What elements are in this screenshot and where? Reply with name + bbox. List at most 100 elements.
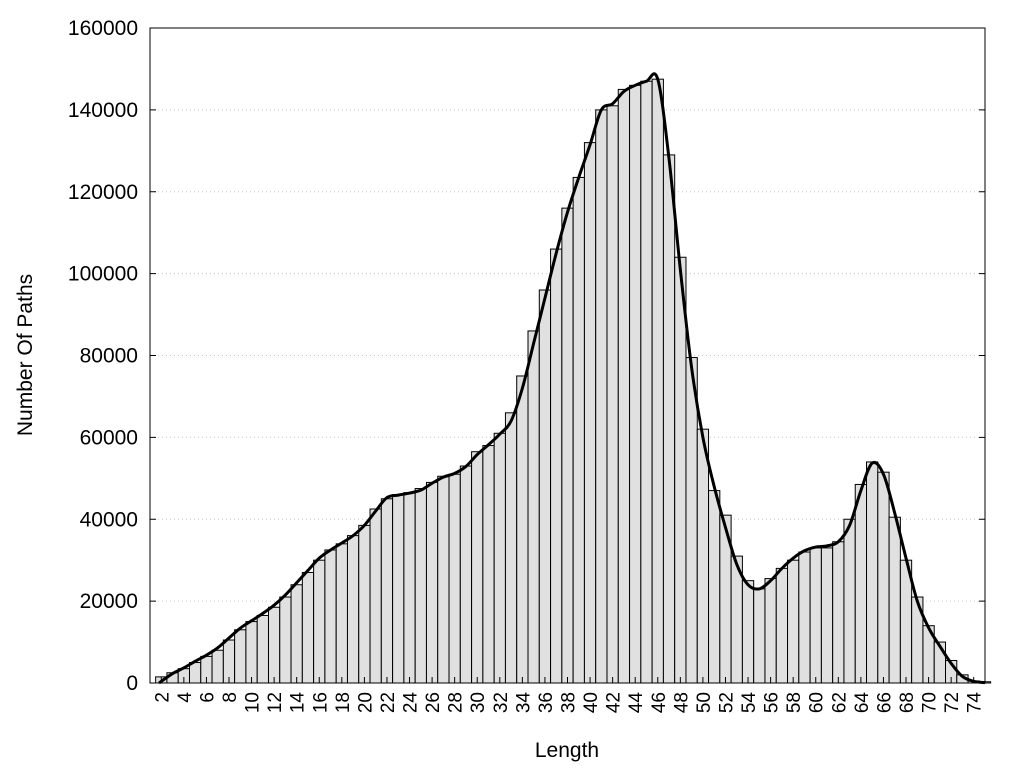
histogram-bar (245, 621, 258, 684)
histogram-bar (798, 551, 811, 684)
histogram-bar (516, 375, 529, 684)
x-tick-label: 50 (694, 692, 715, 713)
x-tick-label: 44 (626, 692, 647, 714)
x-tick-label: 42 (604, 692, 625, 713)
histogram-bar (222, 639, 236, 684)
histogram-bar (527, 330, 540, 684)
histogram-bar (775, 567, 789, 684)
histogram-bar (188, 662, 202, 684)
x-tick-label: 52 (716, 692, 737, 713)
histogram-bar (595, 109, 608, 684)
x-tick-label: 40 (581, 692, 602, 713)
y-tick-label: 0 (126, 672, 138, 695)
x-tick-label: 46 (649, 692, 670, 713)
histogram-bar (561, 207, 574, 684)
x-tick-label: 16 (310, 692, 331, 713)
histogram-bar (279, 596, 292, 684)
histogram-bar (392, 494, 405, 684)
histogram-bar (369, 508, 382, 684)
histogram-bar (425, 481, 439, 684)
y-tick-label: 140000 (68, 99, 138, 122)
histogram-bar (674, 256, 687, 684)
histogram-bar (866, 461, 879, 684)
histogram-bar (843, 518, 856, 684)
y-tick-label: 20000 (80, 590, 138, 613)
x-tick-label: 54 (739, 692, 760, 714)
histogram-bar (662, 154, 676, 684)
histogram-bar (504, 412, 518, 684)
histogram-bar (301, 571, 315, 684)
histogram-bar (888, 516, 901, 684)
x-tick-label: 74 (965, 692, 986, 714)
histogram-bar (459, 465, 473, 684)
x-tick-label: 6 (197, 692, 218, 703)
histogram-bar (313, 559, 326, 684)
x-tick-label: 18 (333, 692, 354, 713)
histogram-bar (640, 80, 653, 684)
x-tick-label: 26 (423, 692, 444, 713)
histogram-bar (685, 357, 698, 684)
histogram-bar (403, 492, 416, 684)
histogram-bar (741, 580, 755, 684)
histogram-bar (820, 547, 834, 684)
histogram-bar (651, 78, 664, 684)
x-tick-label: 62 (829, 692, 850, 713)
histogram-bar (380, 498, 394, 684)
histogram-bar (854, 483, 868, 684)
histogram-bar (267, 606, 281, 684)
x-tick-label: 24 (401, 692, 422, 714)
histogram-bar (437, 475, 450, 684)
y-axis-ticks: 0 20000 40000 60000 80000 100000 120000 140000 1… (68, 17, 985, 695)
histogram-bar (358, 524, 371, 684)
x-tick-label: 2 (152, 692, 173, 703)
histogram-bar (809, 547, 822, 684)
x-tick-label: 22 (378, 692, 399, 713)
histogram-bar (696, 428, 710, 684)
y-tick-label: 40000 (80, 508, 138, 531)
x-tick-label: 48 (671, 692, 692, 713)
density-curve-line (158, 72, 986, 685)
x-axis-label: Length (535, 739, 599, 762)
y-tick-label: 160000 (68, 17, 138, 40)
y-tick-label: 60000 (80, 426, 138, 449)
x-tick-label: 66 (874, 692, 895, 713)
y-axis-label: Number Of Paths (14, 274, 37, 436)
histogram-bar (583, 142, 597, 684)
x-tick-label: 58 (784, 692, 805, 713)
x-tick-label: 68 (897, 692, 918, 713)
x-tick-label: 30 (468, 692, 489, 713)
histogram-bar (335, 543, 348, 684)
histogram-bar (572, 176, 585, 684)
x-tick-label: 8 (220, 692, 241, 703)
x-tick-label: 36 (536, 692, 557, 713)
histogram-bar (787, 559, 800, 684)
histogram-bar (550, 248, 563, 684)
histogram-bar (471, 451, 484, 684)
x-tick-label: 56 (762, 692, 783, 713)
histogram-bar (493, 432, 506, 684)
histogram-bar (617, 88, 631, 684)
histogram-bar (753, 588, 766, 684)
x-tick-label: 20 (355, 692, 376, 713)
histogram-bar (606, 105, 619, 684)
x-tick-label: 28 (446, 692, 467, 713)
x-tick-label: 4 (175, 692, 196, 703)
x-tick-label: 10 (243, 692, 264, 713)
histogram-bar (708, 490, 721, 684)
histogram-bar (538, 289, 552, 684)
histogram-bars (155, 78, 992, 684)
x-tick-label: 34 (513, 692, 534, 714)
x-tick-label: 72 (942, 692, 963, 713)
x-tick-label: 64 (852, 692, 873, 714)
x-tick-label: 60 (807, 692, 828, 713)
y-tick-label: 80000 (80, 345, 138, 368)
x-tick-label: 38 (559, 692, 580, 713)
y-tick-label: 120000 (68, 181, 138, 204)
histogram-bar (256, 614, 269, 684)
histogram-bar (414, 488, 427, 684)
histogram-bar (482, 445, 495, 684)
histogram-bar (832, 541, 845, 684)
histogram-bar (629, 84, 642, 684)
histogram-bar (324, 549, 337, 684)
